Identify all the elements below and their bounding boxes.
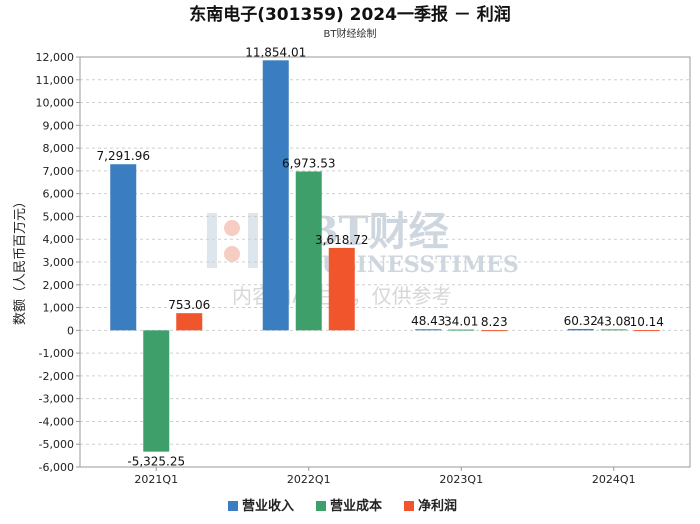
y-tick-label: 8,000: [43, 142, 75, 155]
watermark: BT财经 BUSINESSTIMES 内容由AI生成，仅供参考: [207, 208, 519, 308]
plot-frame: [79, 56, 691, 468]
y-tick-label: 9,000: [43, 119, 75, 132]
bar: [328, 247, 355, 331]
y-axis-ticks: -6,000 -5,000 -4,000 -3,000 -2,000 -1,000 0 1,0…: [36, 51, 80, 474]
x-tick-label: 2022Q1: [287, 473, 331, 486]
data-label: -5,325.25: [127, 455, 185, 469]
y-tick-label: -4,000: [39, 415, 74, 428]
legend: 营业收入 营业成本 净利润: [228, 498, 457, 514]
y-tick-label: 2,000: [43, 279, 75, 292]
y-tick-label: -3,000: [39, 393, 74, 406]
x-tick-label: 2024Q1: [592, 473, 636, 486]
y-tick-label: 12,000: [36, 51, 75, 64]
chart-title: 东南电子(301359) 2024一季报 － 利润: [189, 4, 511, 25]
data-label: 7,291.96: [97, 149, 150, 163]
y-tick-label: 7,000: [43, 165, 75, 178]
y-tick-label: 1,000: [43, 302, 75, 315]
bar: [448, 329, 475, 331]
data-label: 6,973.53: [282, 156, 335, 170]
legend-swatch: [404, 501, 414, 511]
bar: [567, 328, 594, 331]
data-label: 11,854.01: [245, 45, 306, 59]
y-tick-label: 0: [67, 324, 74, 337]
bar: [262, 60, 289, 331]
y-tick-label: -2,000: [39, 370, 74, 383]
x-tick-label: 2021Q1: [134, 473, 178, 486]
y-tick-label: -5,000: [39, 438, 74, 451]
chart-subtitle: BT财经绘制: [324, 27, 377, 40]
y-tick-label: 6,000: [43, 188, 75, 201]
data-label: 43.08: [597, 314, 631, 328]
y-tick-label: 5,000: [43, 210, 75, 223]
legend-item: 营业收入: [242, 498, 294, 514]
y-axis-label: 数额（人民币百万元）: [13, 195, 28, 325]
data-label: 34.01: [444, 315, 478, 329]
bar: [600, 329, 627, 331]
bars: [110, 60, 660, 452]
bar: [633, 330, 660, 332]
watermark-logo-icon: [207, 213, 258, 268]
watermark-brand: BT财经: [305, 208, 449, 255]
y-tick-label: 11,000: [36, 74, 75, 87]
y-tick-label: 10,000: [36, 97, 75, 110]
y-tick-label: 4,000: [43, 233, 75, 246]
bar: [295, 171, 322, 331]
bar: [176, 313, 203, 331]
y-tick-label: -6,000: [39, 461, 74, 474]
x-axis-ticks: 2021Q1 2022Q1 2023Q1 2024Q1: [134, 467, 636, 486]
legend-swatch: [228, 501, 238, 511]
data-label: 8.23: [481, 315, 508, 329]
legend-swatch: [316, 501, 326, 511]
y-tick-label: -1,000: [39, 347, 74, 360]
bar: [110, 164, 137, 331]
data-label: 3,618.72: [315, 233, 368, 247]
bar: [415, 329, 442, 331]
data-label: 48.43: [411, 314, 445, 328]
data-label: 10.14: [630, 315, 664, 329]
bar: [481, 330, 508, 332]
y-tick-label: 3,000: [43, 256, 75, 269]
legend-item: 净利润: [418, 498, 457, 514]
x-tick-label: 2023Q1: [439, 473, 483, 486]
data-labels: 7,291.96 -5,325.25 753.06 11,854.01 6,973.53…: [97, 45, 664, 468]
bar: [143, 330, 170, 452]
legend-item: 营业成本: [330, 498, 382, 514]
data-label: 753.06: [168, 298, 210, 312]
data-label: 60.32: [564, 314, 598, 328]
